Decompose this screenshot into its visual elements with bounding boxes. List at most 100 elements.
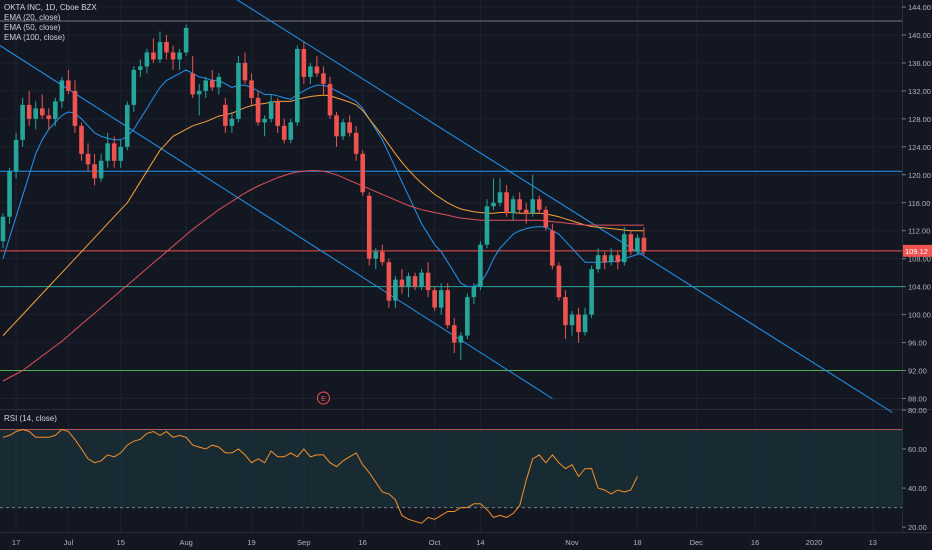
time-tick-label: Nov: [565, 538, 579, 547]
candle-body: [124, 104, 130, 147]
candle-body: [589, 269, 594, 315]
candle-body: [504, 192, 509, 214]
price-tick-label: 132.00: [908, 87, 931, 96]
candle-body: [33, 108, 38, 119]
candle-body: [229, 118, 235, 126]
rsi-tick-label: 80.00: [908, 406, 927, 415]
candle: [7, 167, 12, 224]
candle-body: [314, 66, 320, 74]
candle: [190, 55, 195, 98]
candle: [635, 234, 640, 256]
time-tick-label: 16: [359, 538, 367, 547]
time-tick-label: Aug: [179, 538, 192, 547]
candle: [262, 115, 267, 137]
candle-body: [445, 290, 451, 326]
candle-body: [236, 62, 241, 119]
candle-body: [380, 251, 385, 263]
time-tick-label: 15: [117, 538, 125, 547]
candle-body: [641, 237, 647, 252]
price-tick-label: 96.00: [908, 339, 927, 348]
candle-body: [151, 52, 156, 60]
candle-body: [79, 125, 84, 154]
candle: [536, 195, 542, 214]
time-tick-label: 16: [751, 538, 759, 547]
candle: [419, 269, 424, 291]
candle: [39, 94, 45, 119]
candle-body: [26, 104, 32, 119]
candle: [85, 143, 91, 172]
candle-body: [622, 234, 627, 263]
candle: [399, 269, 405, 294]
candle-body: [517, 199, 522, 210]
ema50-legend: EMA (50, close): [4, 23, 61, 32]
candle-body: [438, 290, 444, 308]
candle: [321, 66, 326, 95]
candle: [288, 118, 294, 144]
earnings-marker-label: E: [321, 396, 326, 403]
rsi-legend: RSI (14, close): [4, 414, 57, 423]
candle-body: [451, 325, 457, 343]
candle-body: [608, 255, 614, 263]
candle: [26, 90, 32, 126]
candle-body: [543, 209, 549, 228]
price-tick-label: 88.00: [908, 395, 927, 404]
candle: [432, 286, 437, 312]
candle-body: [59, 80, 65, 102]
candle: [275, 97, 280, 133]
candle: [196, 83, 202, 116]
candle-body: [327, 83, 333, 116]
candle: [504, 185, 509, 217]
candle: [105, 132, 110, 168]
candle-body: [301, 48, 307, 77]
candle-body: [268, 101, 274, 119]
channel-trendline: [236, 0, 893, 413]
candle-body: [177, 52, 182, 60]
candle-body: [105, 143, 110, 161]
candle-body: [7, 171, 12, 217]
price-tick-label: 104.00: [908, 283, 931, 292]
candle-body: [334, 115, 339, 137]
candle-body: [569, 314, 575, 326]
candle-body: [373, 251, 379, 259]
candle-body: [399, 279, 405, 287]
time-tick-label: 19: [247, 538, 255, 547]
candle-body: [536, 199, 542, 210]
candle-body: [13, 139, 19, 172]
time-tick-label: Jul: [64, 538, 74, 547]
candle-body: [203, 80, 209, 91]
candle-body: [223, 104, 228, 126]
candle-body: [249, 80, 254, 98]
time-tick-label: 14: [476, 538, 484, 547]
price-tick-label: 92.00: [908, 367, 927, 376]
candle: [465, 293, 470, 340]
candle-body: [216, 76, 222, 88]
candle: [582, 307, 588, 336]
time-tick-label: Dec: [690, 538, 704, 547]
candle-body: [530, 199, 536, 214]
price-tick-label: 100.00: [908, 311, 931, 320]
candle: [425, 262, 431, 298]
candle: [255, 90, 261, 126]
candle-body: [66, 80, 71, 91]
candle: [229, 111, 235, 133]
candle-body: [635, 237, 640, 252]
candle-body: [628, 234, 634, 252]
candle-body: [209, 80, 215, 88]
candle-body: [360, 153, 365, 193]
candle-body: [510, 199, 516, 214]
candle: [353, 125, 359, 161]
candle-body: [138, 66, 143, 70]
candle-body: [262, 118, 267, 123]
candle: [295, 45, 300, 126]
candle-body: [484, 206, 490, 245]
candle-body: [353, 132, 359, 154]
candle: [66, 69, 71, 95]
candle: [406, 272, 411, 298]
candle-body: [20, 104, 25, 140]
candle: [360, 150, 365, 196]
candle-body: [550, 230, 555, 266]
candle-body: [412, 276, 418, 287]
candle-body: [144, 52, 150, 67]
candle: [622, 227, 627, 266]
